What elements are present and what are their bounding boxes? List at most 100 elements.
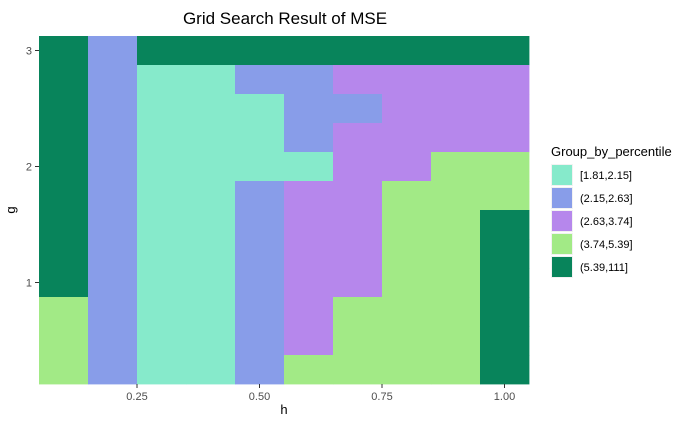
heatmap-tile xyxy=(39,123,89,153)
legend-key xyxy=(552,211,572,231)
x-tick-label: 0.75 xyxy=(371,391,392,403)
chart-title: Grid Search Result of MSE xyxy=(183,9,387,28)
heatmap-tile xyxy=(382,94,432,124)
heatmap-tile xyxy=(480,152,530,182)
heatmap-tile xyxy=(431,326,481,356)
heatmap-tile xyxy=(382,65,432,95)
heatmap-tile xyxy=(235,355,285,385)
heatmap-tile xyxy=(333,297,383,327)
heatmap-tile xyxy=(284,65,334,95)
heatmap-tile xyxy=(382,355,432,385)
heatmap-tile xyxy=(431,210,481,240)
heatmap-tile xyxy=(480,268,530,298)
heatmap-tile xyxy=(235,239,285,269)
heatmap-tile xyxy=(88,355,138,385)
heatmap-tile xyxy=(284,152,334,182)
x-tick-label: 1.00 xyxy=(494,391,515,403)
heatmap-tile xyxy=(382,36,432,66)
heatmap-tile xyxy=(333,181,383,211)
heatmap-tile xyxy=(382,268,432,298)
heatmap-tile xyxy=(284,123,334,153)
heatmap-tile xyxy=(431,268,481,298)
y-tick-label: 2 xyxy=(26,162,32,174)
heatmap-tile xyxy=(186,239,236,269)
heatmap-tile xyxy=(284,210,334,240)
legend-title: Group_by_percentile xyxy=(551,144,672,159)
heatmap-tile xyxy=(235,152,285,182)
heatmap-tile xyxy=(137,355,187,385)
heatmap-tile xyxy=(88,36,138,66)
heatmap-tile xyxy=(137,268,187,298)
y-axis-title: g xyxy=(3,206,18,213)
heatmap-tile xyxy=(382,123,432,153)
heatmap-tile xyxy=(333,210,383,240)
heatmap-tile xyxy=(333,239,383,269)
heatmap-tile xyxy=(39,94,89,124)
y-axis-ticks: 1 2 3 xyxy=(26,46,39,290)
legend-label: [1.81,2.15] xyxy=(580,170,632,182)
heatmap-tile xyxy=(480,123,530,153)
heatmap-tile xyxy=(137,65,187,95)
y-tick-label: 1 xyxy=(26,278,32,290)
x-axis-title: h xyxy=(280,402,287,417)
heatmap-tile xyxy=(137,152,187,182)
heatmap-tile xyxy=(39,181,89,211)
y-tick-label: 3 xyxy=(26,46,32,58)
heatmap-tile xyxy=(431,65,481,95)
legend-label: (3.74,5.39] xyxy=(580,239,633,251)
heatmap-tile xyxy=(137,94,187,124)
heatmap-tile xyxy=(382,210,432,240)
heatmap-tile xyxy=(431,355,481,385)
heatmap-tile xyxy=(333,123,383,153)
heatmap-tile xyxy=(186,65,236,95)
heatmap-tile xyxy=(382,297,432,327)
heatmap-tile xyxy=(137,239,187,269)
heatmap-tile xyxy=(431,152,481,182)
heatmap-tile xyxy=(284,181,334,211)
heatmap-tile xyxy=(333,36,383,66)
heatmap-tile xyxy=(480,239,530,269)
heatmap-tile xyxy=(186,94,236,124)
heatmap-tile xyxy=(431,36,481,66)
legend-label: (5.39,111] xyxy=(580,262,628,274)
heatmap-tile xyxy=(39,36,89,66)
heatmap-tile xyxy=(88,210,138,240)
heatmap-tile xyxy=(235,326,285,356)
heatmap-tile xyxy=(186,181,236,211)
heatmap-tile xyxy=(235,94,285,124)
heatmap-tile xyxy=(137,36,187,66)
heatmap-tile xyxy=(186,297,236,327)
x-tick-label: 0.25 xyxy=(126,391,147,403)
heatmap-tile xyxy=(186,123,236,153)
heatmap-tile xyxy=(186,152,236,182)
heatmap-tile xyxy=(480,181,530,211)
heatmap-tile xyxy=(186,268,236,298)
heatmap-tile xyxy=(39,65,89,95)
x-axis-ticks: 0.25 0.50 0.75 1.00 xyxy=(126,384,515,403)
heatmap-tile xyxy=(333,65,383,95)
legend-label: (2.15,2.63] xyxy=(580,193,633,205)
heatmap-tile xyxy=(137,297,187,327)
heatmap-tile xyxy=(480,326,530,356)
heatmap-tile xyxy=(39,326,89,356)
heatmap-tile xyxy=(284,36,334,66)
heatmap-tile xyxy=(137,181,187,211)
heatmap-tile xyxy=(284,94,334,124)
heatmap-tile xyxy=(186,36,236,66)
heatmap-tile xyxy=(333,355,383,385)
heatmap-tile xyxy=(382,181,432,211)
heatmap-tile xyxy=(382,326,432,356)
heatmap-tile xyxy=(39,355,89,385)
heatmap-tile xyxy=(235,123,285,153)
heatmap-tile xyxy=(431,181,481,211)
heatmap-tile xyxy=(88,181,138,211)
heatmap-tile xyxy=(88,297,138,327)
heatmap-tile xyxy=(235,36,285,66)
heatmap-tile xyxy=(480,297,530,327)
heatmap-tile xyxy=(39,297,89,327)
heatmap-tile xyxy=(186,355,236,385)
heatmap-tiles xyxy=(39,36,530,385)
legend: Group_by_percentile [1.81,2.15] (2.15,2.6… xyxy=(551,144,672,278)
legend-key xyxy=(552,188,572,208)
heatmap-tile xyxy=(235,297,285,327)
